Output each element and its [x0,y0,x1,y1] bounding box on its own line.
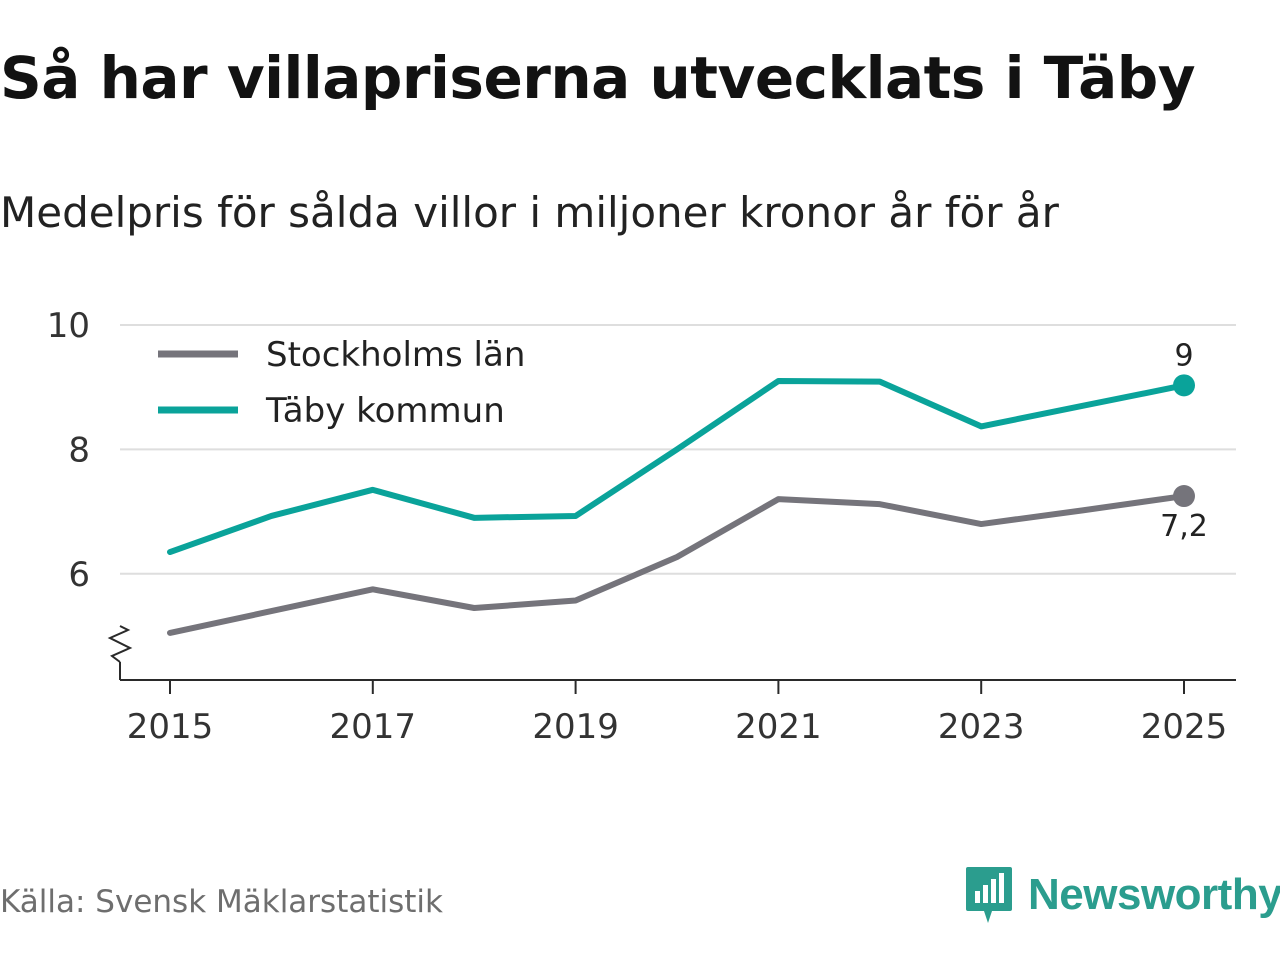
y-tick-label: 6 [68,555,90,595]
axis-break-icon [107,625,133,663]
series-line-stockholms-l-n [167,493,1187,636]
chart-title: Så har villapriserna utvecklats i Täby [0,44,1196,112]
series-end-point [1173,485,1195,508]
brand-name: Newsworthy [1028,870,1280,919]
newsworthy-logo-icon [966,867,1012,923]
x-tick-label: 2017 [330,707,417,747]
legend-label: Stockholms län [266,335,525,375]
x-tick-label: 2023 [938,707,1025,747]
y-tick-label: 8 [68,430,90,470]
legend-box [146,326,554,448]
source-note: Källa: Svensk Mäklarstatistik [0,884,443,920]
x-tick-label: 2025 [1141,707,1228,747]
brand-logo: Newsworthy [964,864,1280,926]
data-label: 9 [1174,338,1193,373]
y-tick-label: 10 [47,306,90,346]
chart-subtitle: Medelpris för sålda villor i miljoner kr… [0,188,1059,237]
x-tick-label: 2021 [735,707,822,747]
series-end-point [1173,374,1195,397]
series-line-t-by-kommun [167,377,1187,556]
data-label: 7,2 [1160,509,1208,544]
legend-label: Täby kommun [265,391,505,431]
x-tick-label: 2019 [532,707,619,747]
x-tick-label: 2015 [127,707,214,747]
